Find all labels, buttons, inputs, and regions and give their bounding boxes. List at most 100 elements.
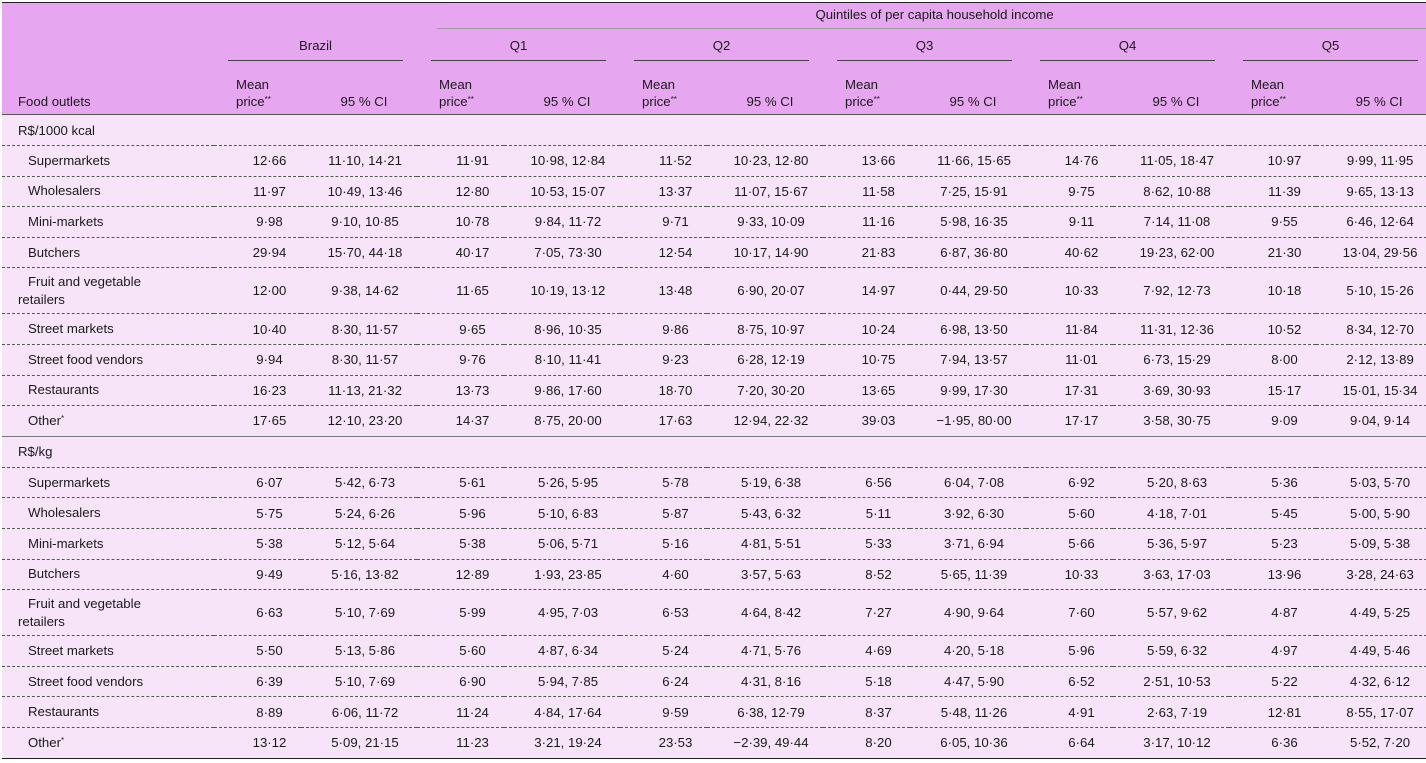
table-row: Street food vendors 9·94 8·30, 11·57 9·76 8·…	[2, 343, 1426, 376]
mean-price-cell: 4·87	[1229, 589, 1316, 636]
ci-cell: 6·05, 10·36	[910, 726, 1026, 759]
ci-cell: 4·49, 5·46	[1316, 635, 1426, 667]
mean-price-cell: 5·18	[823, 665, 910, 697]
ci-cell: 5·19, 6·38	[707, 466, 823, 498]
ci-cell: 6·90, 20·07	[707, 267, 823, 314]
ci-cell: 6·46, 12·64	[1316, 206, 1426, 238]
mean-price-header: Mean price**	[845, 77, 880, 109]
ci-cell: 9·10, 10·85	[301, 206, 417, 238]
ci-cell: 4·18, 7·01	[1113, 497, 1229, 529]
ci-cell: 8·30, 11·57	[301, 313, 417, 345]
ci-cell: 3·28, 24·63	[1316, 558, 1426, 590]
mean-price-cell: 9·71	[620, 206, 707, 238]
ci-cell: 15·70, 44·18	[301, 236, 417, 268]
mean-price-cell: 10·97	[1229, 145, 1316, 177]
ci-cell: 5·00, 5·90	[1316, 497, 1426, 529]
mean-price-cell: 18·70	[620, 374, 707, 406]
outlet-name: Restaurants	[2, 374, 214, 406]
group-header-1: Q1	[417, 33, 620, 65]
mean-price-cell: 11·97	[214, 175, 301, 207]
outlet-name: Mini-markets	[2, 527, 214, 560]
mean-price-cell: 11·01	[1026, 343, 1113, 376]
ci-cell: 9·99, 17·30	[910, 374, 1026, 406]
ci-cell: 5·42, 6·73	[301, 466, 417, 498]
ci-cell: 7·20, 30·20	[707, 374, 823, 406]
ci-cell: 10·53, 15·07	[504, 175, 620, 207]
ci-cell: 3·17, 10·12	[1113, 726, 1229, 759]
mean-price-cell: 5·33	[823, 527, 910, 560]
mean-price-cell: 11·24	[417, 696, 504, 728]
mean-price-header: Mean price**	[236, 77, 271, 109]
mean-price-cell: 40·62	[1026, 236, 1113, 268]
outlet-name: Butchers	[2, 558, 214, 590]
ci-cell: 9·04, 9·14	[1316, 405, 1426, 437]
ci-cell: 13·04, 29·56	[1316, 236, 1426, 268]
mean-price-cell: 5·45	[1229, 497, 1316, 529]
mean-price-cell: 17·63	[620, 405, 707, 437]
mean-price-cell: 14·97	[823, 267, 910, 314]
mean-price-cell: 6·24	[620, 665, 707, 697]
ci-header: 95 % CI	[949, 94, 997, 109]
mean-price-cell: 5·96	[417, 497, 504, 529]
mean-price-cell: 5·75	[214, 497, 301, 529]
table-row: Butchers 9·49 5·16, 13·82 12·89 1·93, 23·85 4…	[2, 558, 1426, 590]
ci-cell: 3·63, 17·03	[1113, 558, 1229, 590]
ci-cell: 8·55, 17·07	[1316, 696, 1426, 728]
mean-price-cell: 11·52	[620, 145, 707, 177]
ci-cell: 5·43, 6·32	[707, 497, 823, 529]
mean-price-cell: 11·84	[1026, 313, 1113, 345]
mean-price-cell: 5·36	[1229, 466, 1316, 498]
group-header-0: Brazil	[214, 33, 417, 65]
outlet-name: Supermarkets	[2, 145, 214, 177]
ci-header: 95 % CI	[1355, 94, 1403, 109]
mean-price-cell: 12·80	[417, 175, 504, 207]
table-row: Fruit and vegetable retailers 12·00 9·38, 1…	[2, 267, 1426, 314]
ci-header: 95 % CI	[340, 94, 388, 109]
ci-cell: 3·71, 6·94	[910, 527, 1026, 560]
mean-price-cell: 11·23	[417, 726, 504, 759]
mean-price-cell: 6·63	[214, 589, 301, 636]
ci-cell: 7·14, 11·08	[1113, 206, 1229, 238]
mean-price-cell: 13·12	[214, 726, 301, 759]
mean-price-cell: 6·92	[1026, 466, 1113, 498]
mean-price-cell: 5·11	[823, 497, 910, 529]
ci-cell: 10·19, 13·12	[504, 267, 620, 314]
ci-cell: 9·65, 13·13	[1316, 175, 1426, 207]
mean-price-cell: 17·31	[1026, 374, 1113, 406]
mean-price-cell: 5·99	[417, 589, 504, 636]
mean-price-cell: 9·75	[1026, 175, 1113, 207]
table-row: Other* 13·12 5·09, 21·15 11·23 3·21, 19·24 23…	[2, 726, 1426, 759]
ci-cell: 11·13, 21·32	[301, 374, 417, 406]
ci-cell: 10·98, 12·84	[504, 145, 620, 177]
outlet-name: Fruit and vegetable retailers	[2, 589, 214, 636]
header-spacer	[2, 3, 417, 34]
mean-price-cell: 9·86	[620, 313, 707, 345]
mean-price-cell: 23·53	[620, 726, 707, 759]
ci-cell: 8·10, 11·41	[504, 343, 620, 376]
mean-price-cell: 8·89	[214, 696, 301, 728]
table-row: Wholesalers 11·97 10·49, 13·46 12·80 10·53, …	[2, 175, 1426, 207]
ci-cell: 0·44, 29·50	[910, 267, 1026, 314]
mean-price-cell: 17·65	[214, 405, 301, 437]
ci-cell: 5·52, 7·20	[1316, 726, 1426, 759]
ci-header: 95 % CI	[746, 94, 794, 109]
table-body: R$/1000 kcal Supermarkets 12·66 11·10, 14·2…	[2, 114, 1426, 759]
quintiles-title: Quintiles of per capita household income	[417, 3, 1426, 34]
ci-cell: 5·10, 6·83	[504, 497, 620, 529]
ci-cell: −2·39, 49·44	[707, 726, 823, 759]
ci-cell: 15·01, 15·34	[1316, 374, 1426, 406]
outlet-name: Wholesalers	[2, 175, 214, 207]
ci-cell: 5·24, 6·26	[301, 497, 417, 529]
mean-price-cell: 10·40	[214, 313, 301, 345]
ci-cell: 10·17, 14·90	[707, 236, 823, 268]
mean-price-cell: 13·96	[1229, 558, 1316, 590]
mean-price-cell: 9·98	[214, 206, 301, 238]
mean-price-cell: 14·37	[417, 405, 504, 437]
ci-cell: 11·05, 18·47	[1113, 145, 1229, 177]
table-row: Restaurants 16·23 11·13, 21·32 13·73 9·86, 1…	[2, 374, 1426, 406]
mean-price-cell: 10·33	[1026, 558, 1113, 590]
ci-cell: 2·63, 7·19	[1113, 696, 1229, 728]
ci-header: 95 % CI	[543, 94, 591, 109]
mean-price-cell: 13·73	[417, 374, 504, 406]
